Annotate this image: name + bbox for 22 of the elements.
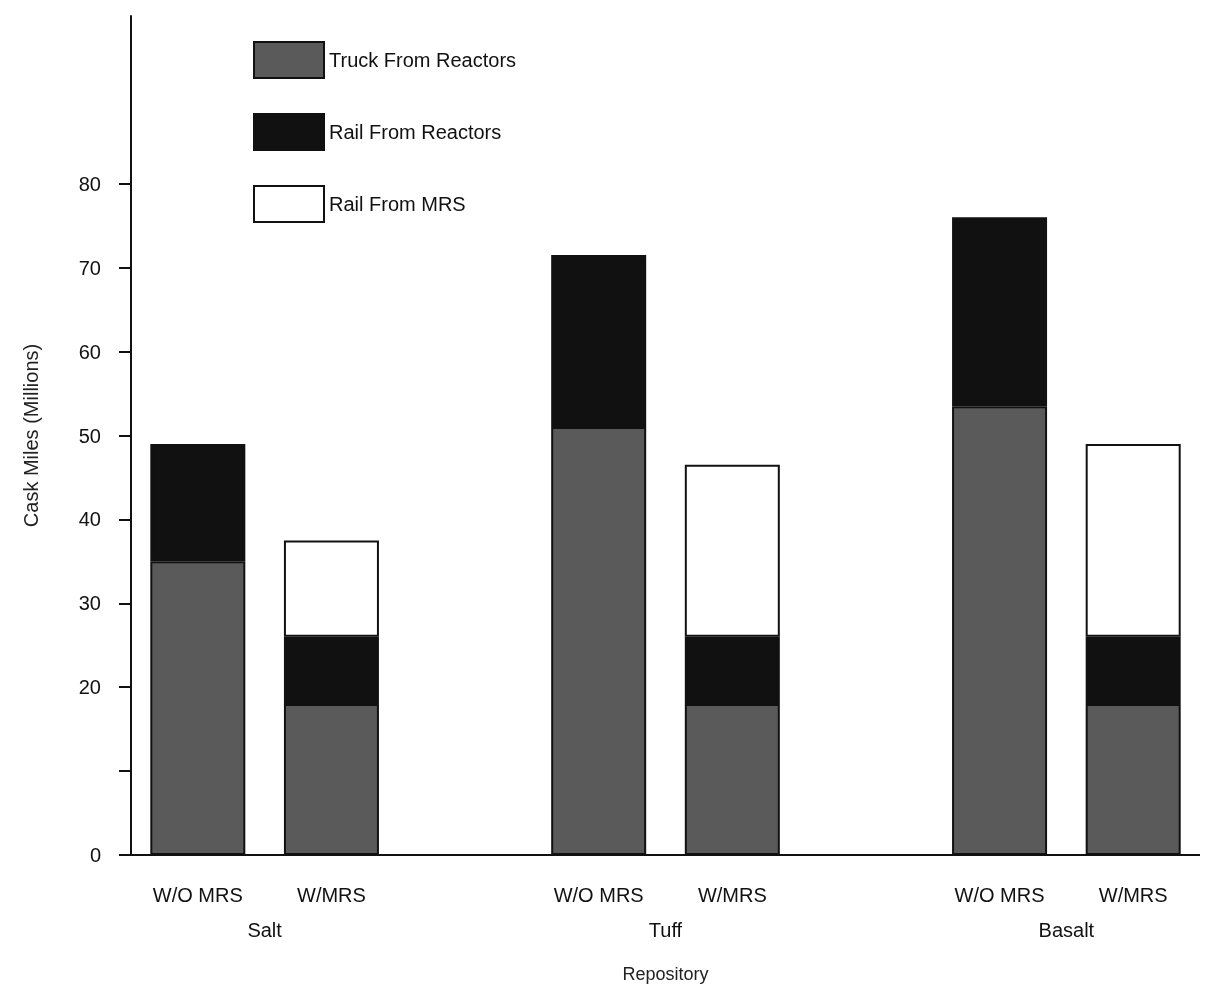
y-tick-label: 20	[78, 676, 101, 699]
text: Tuff	[648, 919, 683, 941]
x-tick-label: W/MRS	[1098, 884, 1168, 906]
text: Basalt	[1038, 919, 1095, 941]
x-tick-label: W/O MRS	[152, 884, 243, 906]
x-tick-label: W/MRS	[296, 884, 366, 906]
legend-label: Truck From Reactors	[329, 49, 517, 71]
y-tick-label: 50	[78, 424, 101, 447]
x-tick-label: W/O MRS	[954, 884, 1045, 906]
legend-label: Rail From Reactors	[329, 121, 502, 143]
y-axis-title: Cask Miles (Millions)	[20, 343, 42, 528]
x-tick-label: W/MRS	[697, 884, 767, 906]
y-tick-label: 70	[78, 256, 101, 279]
y-tick-label: 40	[78, 508, 101, 531]
text: Salt	[247, 919, 283, 941]
y-tick-label: 30	[78, 592, 101, 615]
y-tick-label: 60	[78, 340, 101, 363]
x-tick-label: W/O MRS	[553, 884, 644, 906]
y-tick-label: 0	[89, 844, 101, 866]
y-tick-label: 80	[78, 172, 101, 195]
x-axis-title: Repository	[622, 964, 709, 984]
legend-label: Rail From MRS	[329, 193, 466, 215]
